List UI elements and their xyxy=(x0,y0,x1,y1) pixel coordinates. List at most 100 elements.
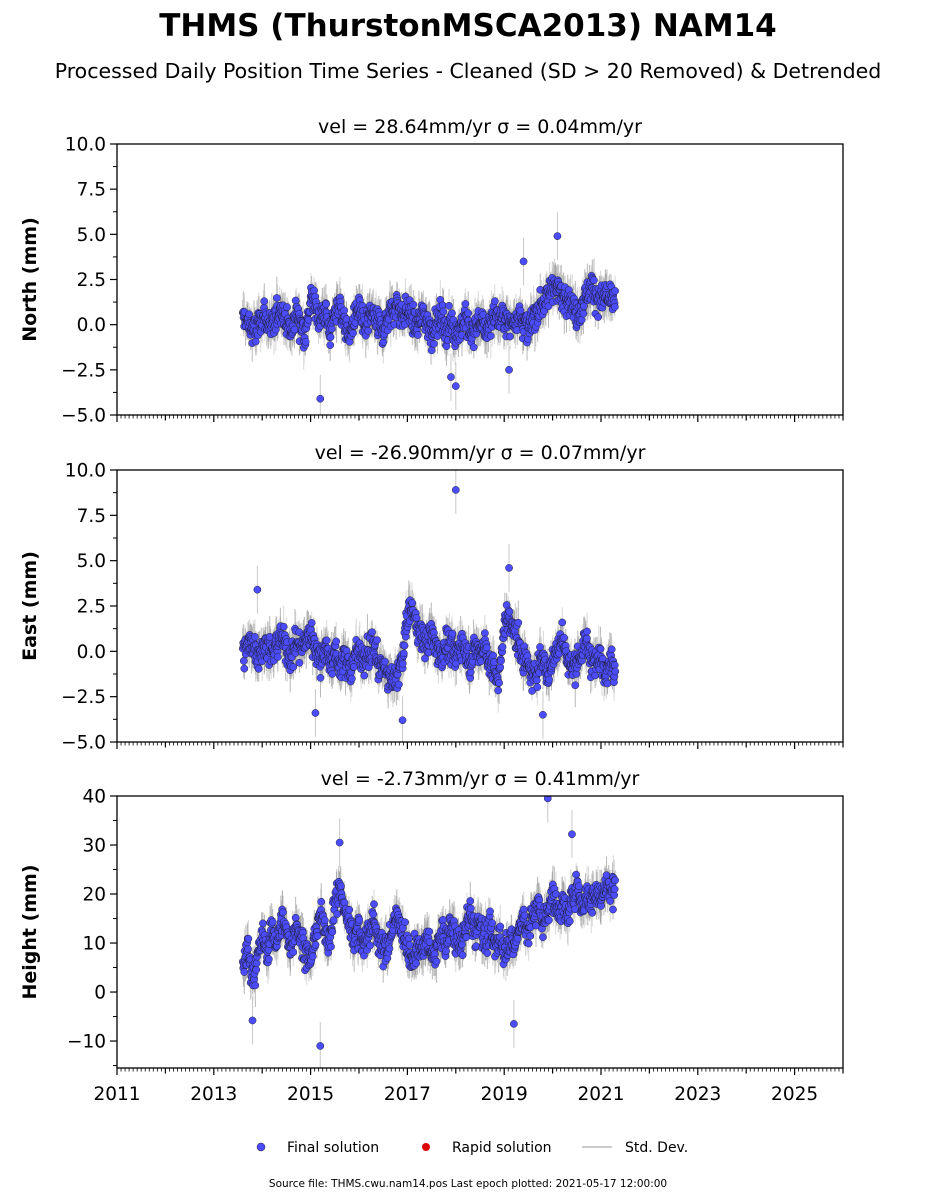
final-solution-point xyxy=(253,585,262,594)
final-solution-point xyxy=(607,645,616,654)
final-solution-point xyxy=(239,657,248,665)
final-solution-point xyxy=(295,658,304,667)
panel-title: vel = -2.73mm/yr σ = 0.41mm/yr xyxy=(321,768,640,790)
y-tick-label: 7.5 xyxy=(77,180,106,201)
final-solution-point xyxy=(349,329,357,338)
final-solution-point xyxy=(611,287,620,295)
final-solution-point xyxy=(448,309,456,318)
final-solution-point xyxy=(254,664,263,673)
final-solution-point xyxy=(560,633,568,642)
final-solution-point xyxy=(506,332,514,341)
final-solution-point xyxy=(494,686,503,695)
final-solution-point xyxy=(464,309,473,318)
y-tick-label: 7.5 xyxy=(77,506,106,527)
final-solution-point xyxy=(483,643,491,652)
y-tick-label: 0.0 xyxy=(77,315,106,336)
final-solution-point xyxy=(439,307,448,316)
final-solution-point xyxy=(316,394,325,403)
plot-area xyxy=(238,796,619,1068)
final-solution-point xyxy=(451,382,460,390)
final-solution-point xyxy=(326,341,335,349)
final-solution-point xyxy=(583,627,591,636)
final-solution-point xyxy=(448,629,457,638)
final-solution-point xyxy=(326,333,335,342)
figure-subtitle: Processed Daily Position Time Series - C… xyxy=(55,59,882,83)
final-solution-point xyxy=(400,641,409,650)
final-solution-point xyxy=(348,674,356,683)
final-solution-point xyxy=(322,300,331,309)
final-solution-point xyxy=(539,710,547,719)
final-solution-point xyxy=(516,306,525,315)
final-solution-points xyxy=(238,486,620,725)
final-solution-point xyxy=(430,339,438,348)
y-tick-label: −2.5 xyxy=(61,687,106,708)
final-solution-point xyxy=(251,632,259,641)
final-solution-point xyxy=(596,645,605,653)
final-solution-point xyxy=(486,332,495,340)
final-solution-point xyxy=(279,622,288,631)
final-solution-point xyxy=(304,316,313,324)
final-solution-point xyxy=(251,337,260,346)
final-solution-point xyxy=(591,671,599,680)
final-solution-point xyxy=(421,654,429,663)
final-solution-point xyxy=(533,683,542,692)
panel-title: vel = -26.90mm/yr σ = 0.07mm/yr xyxy=(315,442,646,464)
final-solution-point xyxy=(519,257,528,266)
final-solution-point xyxy=(427,346,436,355)
final-solution-point xyxy=(424,648,433,657)
final-solution-point xyxy=(408,599,417,607)
final-solution-point xyxy=(505,365,513,374)
final-solution-point xyxy=(580,302,588,311)
final-solution-point xyxy=(495,679,503,687)
final-solution-point xyxy=(412,614,421,622)
final-solution-point xyxy=(496,663,505,672)
final-solution-point xyxy=(514,618,523,627)
panel-title: vel = 28.64mm/yr σ = 0.04mm/yr xyxy=(318,116,642,138)
y-tick-label: 10.0 xyxy=(65,135,106,156)
final-solution-point xyxy=(311,709,320,717)
final-solution-point xyxy=(283,303,291,311)
y-tick-label: 2.5 xyxy=(77,270,106,291)
final-solution-point xyxy=(603,679,612,688)
final-solution-point xyxy=(414,331,422,339)
final-solution-point xyxy=(260,297,269,306)
final-solution-point xyxy=(273,294,281,302)
final-solution-point xyxy=(497,656,505,665)
y-tick-label: 0.0 xyxy=(77,642,106,663)
plot-area xyxy=(238,470,620,742)
y-axis-label: North (mm) xyxy=(19,217,41,342)
final-solution-point xyxy=(409,300,418,309)
final-solution-point xyxy=(532,676,541,685)
final-solution-point xyxy=(447,373,455,381)
final-solution-point xyxy=(579,309,588,318)
final-solution-points xyxy=(239,232,620,403)
final-solution-point xyxy=(505,564,513,572)
axes-frame xyxy=(116,143,844,416)
final-solution-point xyxy=(398,659,407,668)
final-solution-point xyxy=(571,681,580,690)
final-solution-point xyxy=(558,618,567,627)
final-solution-point xyxy=(590,276,598,285)
final-solution-point xyxy=(301,337,310,346)
final-solution-point xyxy=(611,303,619,311)
final-solution-point xyxy=(373,636,381,644)
final-solution-point xyxy=(322,636,331,645)
final-solution-point xyxy=(536,643,544,651)
final-solution-point xyxy=(490,297,499,306)
y-axis-label: East (mm) xyxy=(19,551,41,661)
y-tick-label: −2.5 xyxy=(61,360,106,381)
final-solution-point xyxy=(307,619,316,627)
north-panel: vel = 28.64mm/yr σ = 0.04mm/yr North (mm)… xyxy=(19,116,844,427)
final-solution-point xyxy=(360,671,369,680)
final-solution-point xyxy=(469,343,478,352)
final-solution-point xyxy=(545,675,553,684)
final-solution-point xyxy=(399,649,408,658)
final-solution-point xyxy=(611,667,620,676)
plot-area xyxy=(239,212,620,415)
final-solution-point xyxy=(368,628,376,637)
final-solution-point xyxy=(451,486,460,494)
final-solution-point xyxy=(316,673,325,682)
final-solution-point xyxy=(328,670,337,678)
final-solution-point xyxy=(594,313,603,321)
